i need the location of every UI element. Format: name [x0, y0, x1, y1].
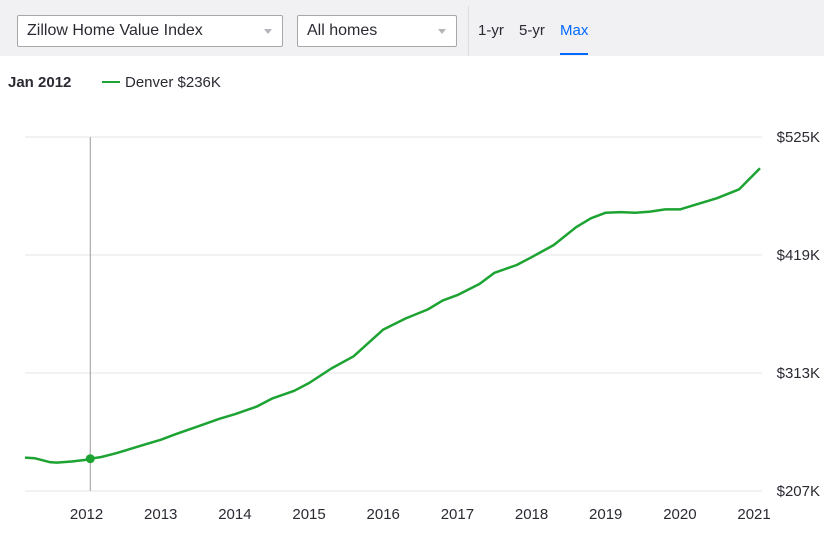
y-tick-label: $207K	[777, 483, 820, 500]
legend-swatch	[102, 81, 120, 84]
range-1yr-button[interactable]: 1-yr	[478, 22, 504, 39]
legend-series-label: Denver $236K	[125, 74, 221, 91]
home-type-select[interactable]: All homes	[297, 15, 457, 47]
y-axis-labels: $207K $313K $419K $525K	[777, 129, 820, 500]
x-tick-label: 2018	[515, 506, 548, 523]
x-tick-label: 2020	[663, 506, 696, 523]
x-tick-label: 2013	[144, 506, 177, 523]
x-tick-label: 2019	[589, 506, 622, 523]
y-tick-label: $313K	[777, 365, 820, 382]
x-tick-label: 2017	[441, 506, 474, 523]
legend-date: Jan 2012	[8, 74, 72, 91]
legend-item: Denver $236K	[102, 74, 221, 91]
x-tick-label: 2015	[292, 506, 325, 523]
controls-bar: Zillow Home Value Index All homes 1-yr 5…	[0, 0, 824, 56]
series-line-denver	[24, 167, 761, 464]
x-axis-labels: 2012 2013 2014 2015 2016 2017 2018 2019 2020 2021	[70, 506, 771, 523]
controls-divider	[468, 6, 469, 56]
x-tick-label: 2012	[70, 506, 103, 523]
x-tick-label: 2021	[737, 506, 770, 523]
chevron-down-icon	[438, 29, 446, 34]
y-tick-label: $525K	[777, 129, 820, 146]
metric-select-value: Zillow Home Value Index	[27, 22, 203, 39]
chevron-down-icon	[264, 29, 272, 34]
metric-select[interactable]: Zillow Home Value Index	[17, 15, 283, 47]
hover-point	[85, 454, 95, 464]
x-tick-label: 2014	[218, 506, 251, 523]
range-max-button[interactable]: Max	[560, 22, 589, 55]
x-tick-label: 2016	[367, 506, 400, 523]
home-type-select-value: All homes	[307, 22, 378, 39]
y-tick-label: $419K	[777, 247, 820, 264]
gridlines	[25, 136, 762, 492]
range-5yr-button[interactable]: 5-yr	[519, 22, 545, 39]
